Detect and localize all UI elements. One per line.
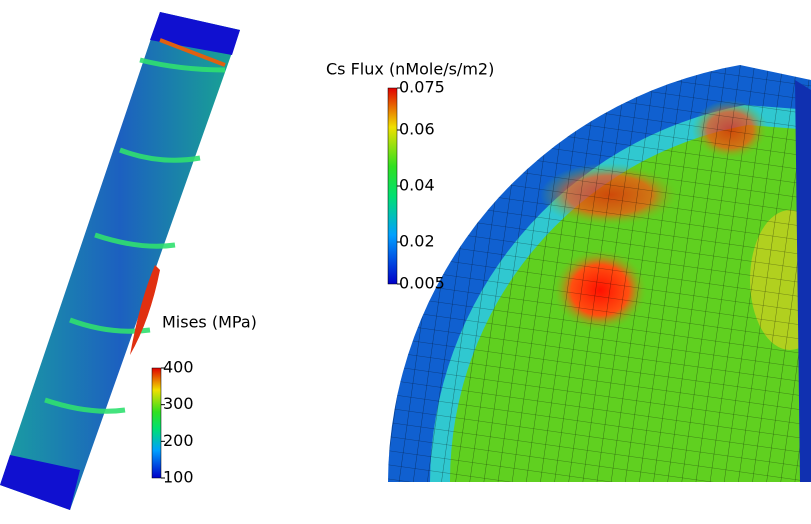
colorbar	[152, 368, 161, 478]
tick-label: 0.06	[399, 120, 435, 139]
colorbar	[388, 88, 397, 284]
figure: Mises (MPa) 100 200 300 400 Cs Flux (nMole/s/…	[0, 0, 811, 520]
tick-label: 0.005	[399, 274, 445, 293]
disk-render	[388, 65, 811, 482]
rod-render	[0, 12, 240, 510]
tick-label: 0.04	[399, 176, 435, 195]
tick-label: 300	[163, 394, 194, 413]
tick-label: 400	[163, 358, 194, 377]
tick-label: 0.075	[399, 78, 445, 97]
colorbar-title: Mises (MPa)	[162, 313, 257, 332]
tick-label: 100	[163, 468, 194, 487]
colorbar-title: Cs Flux (nMole/s/m2)	[326, 60, 494, 79]
tick-label: 200	[163, 431, 194, 450]
tick-label: 0.02	[399, 232, 435, 251]
